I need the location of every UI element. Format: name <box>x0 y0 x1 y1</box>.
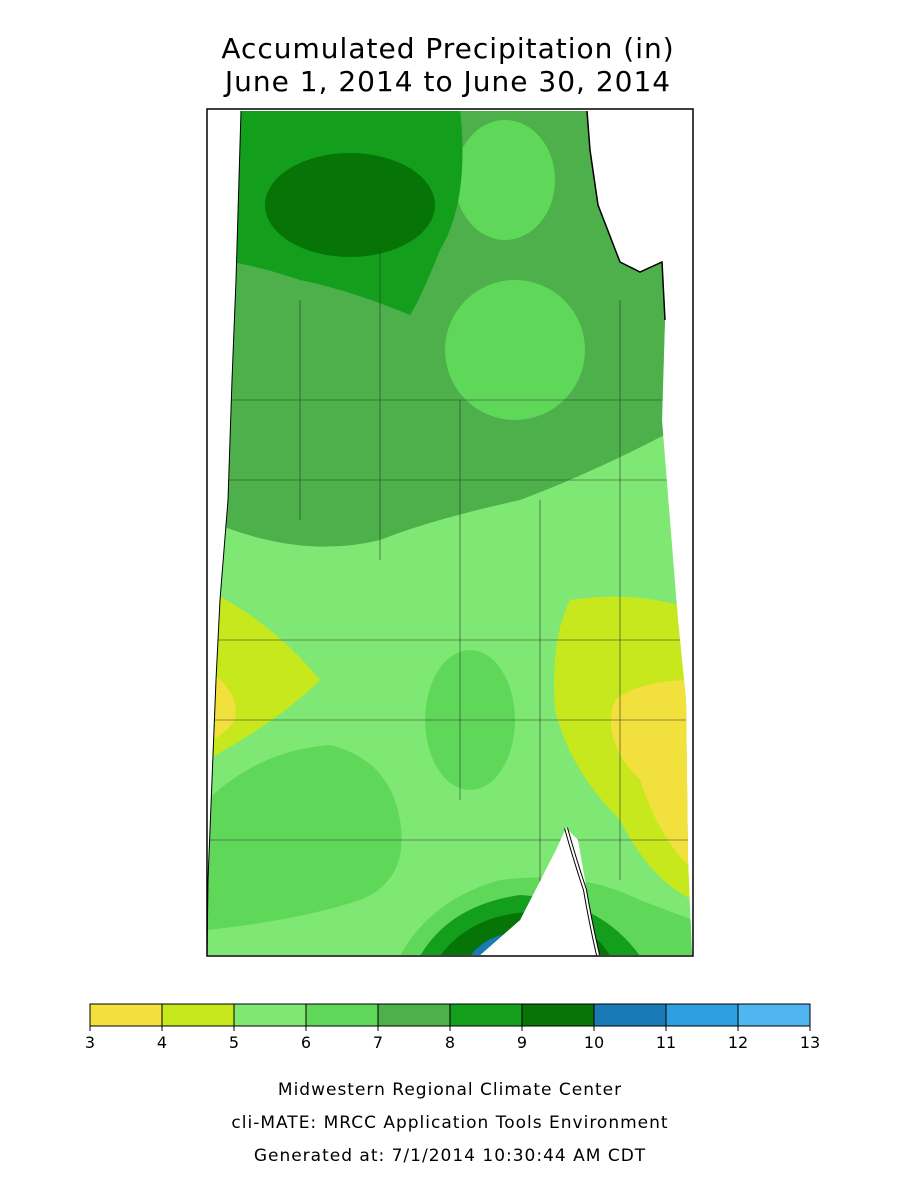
region <box>207 745 402 930</box>
map-frame <box>206 108 694 957</box>
legend-tick-label: 7 <box>373 1033 383 1052</box>
legend-tick-label: 6 <box>301 1033 311 1052</box>
region <box>455 120 555 240</box>
legend-tick-label: 5 <box>229 1033 239 1052</box>
legend-tick-label: 13 <box>800 1033 820 1052</box>
region <box>265 153 435 257</box>
legend: 3 4 5 6 7 8 9 10 11 12 13 <box>85 1003 820 1052</box>
legend-swatch <box>521 1003 595 1027</box>
legend-swatch <box>593 1003 667 1027</box>
legend-swatch <box>305 1003 379 1027</box>
legend-swatch <box>233 1003 307 1027</box>
legend-swatch <box>161 1003 235 1027</box>
legend-swatch <box>665 1003 739 1027</box>
legend-tick-label: 4 <box>157 1033 167 1052</box>
footer-line-1: Midwestern Regional Climate Center <box>278 1080 622 1100</box>
legend-tick-label: 11 <box>656 1033 676 1052</box>
footer-line-2: cli-MATE: MRCC Application Tools Environ… <box>231 1113 668 1133</box>
lake-shore <box>586 110 666 321</box>
legend-tick-label: 3 <box>85 1033 95 1052</box>
legend-tick-label: 12 <box>728 1033 748 1052</box>
region <box>445 280 585 420</box>
title-line-1: Accumulated Precipitation (in) <box>221 32 674 65</box>
legend-tick-label: 8 <box>445 1033 455 1052</box>
title-line-2: June 1, 2014 to June 30, 2014 <box>223 65 671 98</box>
state-border <box>206 110 242 956</box>
legend-swatch <box>377 1003 451 1027</box>
legend-swatch <box>89 1003 163 1027</box>
legend-tick-label: 9 <box>517 1033 527 1052</box>
legend-swatch <box>449 1003 523 1027</box>
region <box>610 680 692 870</box>
legend-tick-label: 10 <box>584 1033 604 1052</box>
county-lines <box>207 250 692 900</box>
footer-line-3: Generated at: 7/1/2014 10:30:44 AM CDT <box>254 1146 646 1166</box>
precip-map <box>207 111 692 955</box>
river <box>565 827 599 956</box>
legend-swatch <box>737 1003 811 1027</box>
